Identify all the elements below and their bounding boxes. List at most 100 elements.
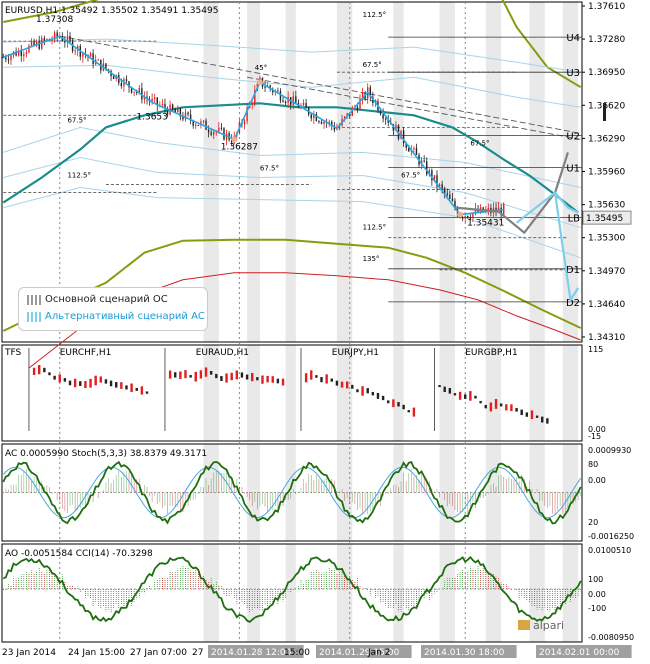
tfs-candle <box>135 387 138 391</box>
price-candle <box>230 139 233 143</box>
price-annotation: 112.5° <box>363 224 387 232</box>
price-candle <box>189 114 192 121</box>
price-candle <box>133 91 135 93</box>
price-annotation: 112.5° <box>67 172 91 180</box>
tfs-candle <box>464 394 467 399</box>
price-candle <box>449 194 451 199</box>
price-candle <box>166 108 169 115</box>
bg-stripe <box>393 345 404 441</box>
price-candle <box>361 92 364 99</box>
moving-average-line <box>2 102 579 214</box>
price-candle <box>5 57 7 60</box>
tfs-candle <box>99 376 103 383</box>
channel-line <box>3 126 581 188</box>
tfs-candle <box>276 378 280 384</box>
tfs-candle <box>371 391 375 396</box>
tfs-candle <box>412 407 416 417</box>
price-candle <box>254 90 256 104</box>
tfs-candle <box>345 381 349 389</box>
tfs-candle <box>140 386 144 395</box>
tfs-candle <box>505 404 508 411</box>
price-candle <box>187 112 189 115</box>
price-candle <box>369 87 371 97</box>
trend-line-dashed <box>247 76 581 140</box>
price-candle <box>192 120 194 126</box>
price-candle <box>318 121 320 123</box>
price-candle <box>171 104 174 110</box>
tfs-candle <box>515 408 518 412</box>
price-candle <box>53 32 56 41</box>
price-candle <box>433 175 436 181</box>
tfs-candle <box>104 379 108 384</box>
price-candle <box>438 184 441 187</box>
tfs-candle <box>489 402 493 412</box>
price-candle <box>451 198 454 201</box>
tfs-candle <box>266 375 269 383</box>
ao-scale-label: 0.0100510 <box>588 546 631 555</box>
ao-main-line <box>2 556 582 623</box>
tfs-candle <box>340 381 344 388</box>
tfs-candle <box>220 376 223 381</box>
tfs-candle <box>453 393 457 396</box>
price-candle <box>202 120 205 122</box>
tfs-candle <box>535 415 539 418</box>
time-axis-label: 27 Jan 07:00 <box>130 648 187 658</box>
price-candle <box>182 116 184 120</box>
tfs-candle <box>251 373 254 382</box>
tfs-candle <box>84 381 87 389</box>
time-axis-highlight <box>536 645 632 658</box>
price-candle <box>310 114 312 119</box>
price-candle <box>46 39 48 41</box>
price-candle <box>305 102 307 108</box>
price-candle <box>174 109 176 113</box>
price-candle <box>141 88 143 100</box>
ac-scale-label: 20 <box>588 518 598 527</box>
price-candle <box>292 96 294 105</box>
tfs-candle <box>356 389 359 393</box>
price-annotation: 1.35431 <box>467 219 504 229</box>
tfs-candle <box>387 400 390 404</box>
price-candle <box>395 125 397 131</box>
price-candle <box>74 50 76 52</box>
tfs-candle <box>209 371 213 375</box>
price-candle <box>246 107 248 122</box>
price-candle <box>284 102 287 104</box>
price-candle <box>320 121 323 124</box>
tfs-scale-label: -15 <box>588 432 601 441</box>
price-candle <box>220 127 223 129</box>
price-candle <box>443 188 446 194</box>
tfs-candle <box>89 378 92 388</box>
price-candle <box>251 103 253 105</box>
tfs-candle <box>351 384 354 389</box>
price-candle <box>28 45 30 53</box>
price-tick-label: 1.36950 <box>588 68 625 78</box>
ao-scale-label: 100 <box>588 575 603 584</box>
tfs-candle <box>469 391 472 401</box>
trend-line-dashed <box>59 35 581 134</box>
time-axis-label: 2014.01.28 12:00 <box>211 648 292 658</box>
tfs-candle <box>115 382 118 388</box>
bg-stripe <box>336 345 353 441</box>
tfs-scale-label: 115 <box>588 345 603 354</box>
price-candle <box>313 114 315 119</box>
tfs-candle <box>73 378 77 388</box>
price-candle <box>105 63 107 70</box>
bg-stripe <box>439 544 455 642</box>
tfs-candle <box>225 373 228 383</box>
price-candle <box>164 103 166 109</box>
tfs-candle <box>256 377 259 381</box>
price-candle <box>426 161 428 175</box>
ac-scale-label: 80 <box>588 460 598 469</box>
lower-envelope-line <box>2 238 582 332</box>
price-tick-label: 1.37280 <box>588 35 625 45</box>
price-candle <box>33 40 35 46</box>
time-axis-label: Jan 2 <box>367 648 390 658</box>
price-tick-label: 1.36620 <box>588 101 625 111</box>
price-candle <box>351 107 354 116</box>
tfs-candle <box>376 392 380 399</box>
tfs-candle <box>474 395 477 399</box>
price-tick-label: 1.35960 <box>588 168 625 178</box>
zigzag-vertex-marker <box>256 79 263 86</box>
price-annotation: 135° <box>363 255 380 263</box>
